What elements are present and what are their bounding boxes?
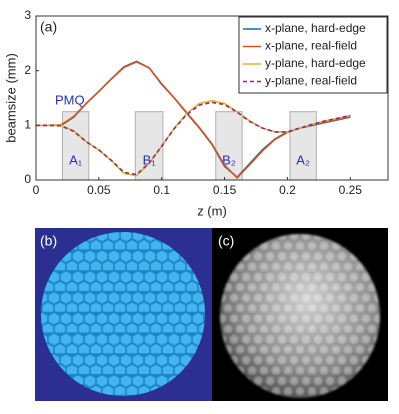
magnet-label: B₂ bbox=[222, 152, 236, 167]
annotation: PMQ bbox=[55, 92, 85, 107]
image-b: (b) bbox=[35, 228, 212, 401]
legend-box bbox=[238, 16, 388, 94]
image-c: (c) bbox=[212, 228, 388, 401]
hex-cells bbox=[41, 232, 205, 396]
magnet-label: B₁ bbox=[143, 152, 157, 167]
legend-label: y-plane, real-field bbox=[265, 74, 357, 88]
magnet-label: A₂ bbox=[296, 152, 310, 167]
panel-label: (b) bbox=[40, 233, 57, 249]
x-tick-label: 0.05 bbox=[87, 183, 111, 197]
x-tick-label: 0.15 bbox=[213, 183, 237, 197]
x-tick-label: 0.25 bbox=[339, 183, 363, 197]
x-axis-label: z (m) bbox=[197, 203, 227, 218]
panel-label: (a) bbox=[40, 19, 57, 35]
x-tick-label: 0.2 bbox=[279, 183, 296, 197]
x-tick-label: 0 bbox=[33, 183, 40, 197]
magnet bbox=[289, 111, 317, 181]
x-tick-label: 0.1 bbox=[153, 183, 170, 197]
chart: A₁ B₁ B₂ A₂ PMQ 0 0.05 0.1 0.15 0.2 0.25 0 1 2 3 z (m) b… bbox=[3, 8, 389, 218]
legend-label: x-plane, real-field bbox=[265, 39, 357, 53]
series-line bbox=[36, 101, 351, 176]
panel-label: (c) bbox=[218, 233, 234, 249]
y-tick-label: 0 bbox=[24, 172, 31, 186]
magnet bbox=[134, 111, 164, 181]
hex-cells bbox=[220, 234, 380, 398]
y-tick-label: 1 bbox=[24, 118, 31, 132]
y-tick-label: 3 bbox=[24, 8, 31, 22]
legend-label: y-plane, hard-edge bbox=[265, 56, 366, 70]
magnet-label: A₁ bbox=[69, 152, 83, 167]
y-axis-label: beamsize (mm) bbox=[3, 53, 18, 143]
y-tick-label: 2 bbox=[24, 63, 31, 77]
legend-label: x-plane, hard-edge bbox=[265, 21, 366, 35]
plot-frame bbox=[35, 15, 389, 181]
beam-spot bbox=[220, 234, 380, 398]
